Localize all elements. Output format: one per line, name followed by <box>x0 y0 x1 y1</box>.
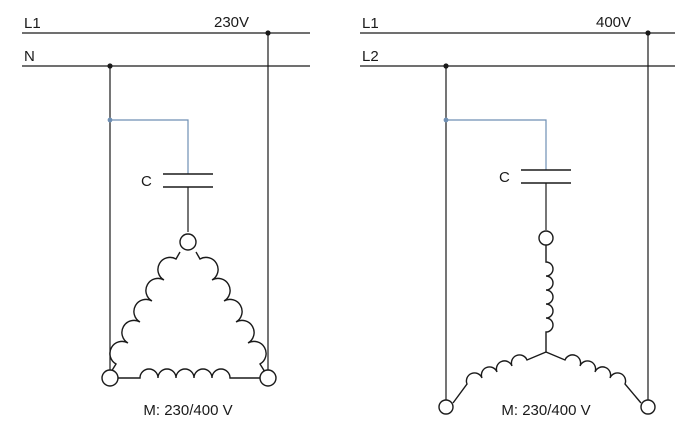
right-line1-label: L1 <box>362 15 379 32</box>
left-delta-coil-left <box>109 251 181 373</box>
right-star-coil-left <box>452 351 547 404</box>
left-tap-junction <box>107 117 113 123</box>
left-delta-coil-right <box>195 251 267 373</box>
right-capacitor-label: C <box>499 169 510 186</box>
left-delta-coil-bottom <box>118 368 260 379</box>
right-capacitor-tap <box>446 119 547 170</box>
left-terminal-left <box>101 369 119 387</box>
left-line2-label: N <box>24 48 35 65</box>
left-terminal-top <box>179 233 197 251</box>
right-star-coil-vertical <box>545 245 554 352</box>
right-terminal-right <box>640 399 656 415</box>
right-terminal-top <box>538 230 554 246</box>
left-capacitor-tap <box>110 119 189 174</box>
left-voltage-label: 230V <box>214 14 249 31</box>
left-circuit: L1 230V N C M: 230/400 V <box>22 14 310 419</box>
left-terminal-right <box>259 369 277 387</box>
right-circuit: L1 400V L2 C M: 230/400 V <box>360 14 675 419</box>
left-motor-label: M: 230/400 V <box>143 402 232 419</box>
right-voltage-label: 400V <box>596 14 631 31</box>
right-motor-label: M: 230/400 V <box>501 402 590 419</box>
left-line1-label: L1 <box>24 15 41 32</box>
right-line2-label: L2 <box>362 48 379 65</box>
right-tap-junction <box>443 117 449 123</box>
right-star-coil-right <box>545 351 642 404</box>
left-capacitor-label: C <box>141 173 152 190</box>
right-terminal-left <box>438 399 454 415</box>
